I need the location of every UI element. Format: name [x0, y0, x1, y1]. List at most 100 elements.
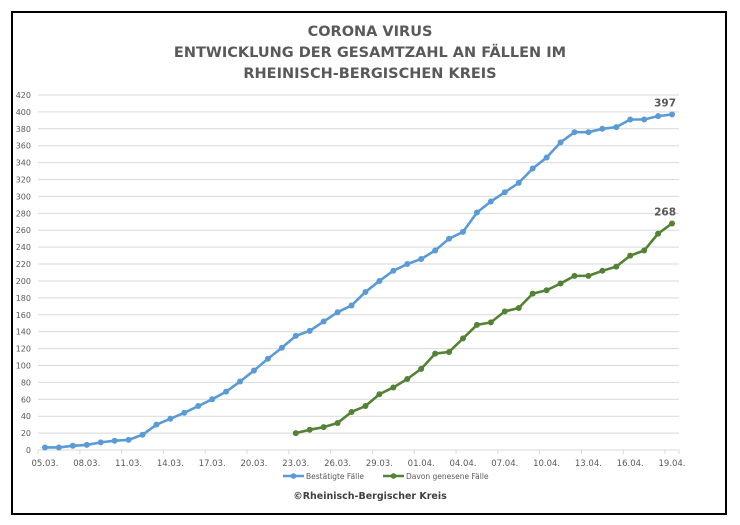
data-point[interactable] [669, 111, 676, 118]
data-point[interactable] [432, 247, 439, 254]
x-tick-label: 20.03. [240, 459, 267, 469]
y-tick-label: 120 [16, 345, 31, 354]
x-tick-label: 19.04. [659, 459, 686, 469]
data-point[interactable] [111, 437, 118, 444]
gridlines [38, 94, 679, 434]
data-point[interactable] [543, 287, 550, 294]
data-point[interactable] [306, 327, 313, 334]
data-point[interactable] [669, 220, 676, 227]
data-point[interactable] [473, 321, 480, 328]
legend-marker-recovered [390, 473, 397, 479]
data-point[interactable] [334, 419, 341, 426]
data-point[interactable] [557, 280, 564, 287]
data-point[interactable] [627, 116, 634, 123]
legend-marker-confirmed [290, 473, 297, 479]
series-group: 397 268 [41, 97, 676, 451]
data-point[interactable] [641, 116, 648, 123]
chart-title-line-1: CORONA VIRUS [308, 24, 433, 40]
data-point[interactable] [543, 154, 550, 161]
data-point[interactable] [571, 129, 578, 136]
data-point[interactable] [501, 308, 508, 315]
legend: Bestätigte Fälle Davon genesene Fälle [283, 472, 489, 481]
legend-item-recovered[interactable]: Davon genesene Fälle [383, 472, 489, 481]
data-point[interactable] [515, 305, 522, 311]
data-point[interactable] [223, 388, 230, 395]
chart-title-line-3: RHEINISCH-BERGISCHEN KREIS [243, 66, 496, 82]
data-point[interactable] [585, 129, 592, 136]
data-point[interactable] [195, 403, 202, 410]
x-tick-label: 23.03. [282, 459, 309, 469]
data-point[interactable] [292, 332, 299, 339]
data-point[interactable] [139, 431, 146, 438]
data-point[interactable] [501, 189, 508, 196]
data-point[interactable] [529, 290, 536, 297]
data-point[interactable] [627, 252, 634, 259]
data-point[interactable] [599, 125, 606, 132]
data-point[interactable] [264, 355, 271, 362]
data-point[interactable] [348, 408, 355, 415]
data-point[interactable] [446, 348, 453, 355]
data-point[interactable] [348, 302, 355, 309]
data-point[interactable] [446, 235, 453, 242]
data-point[interactable] [390, 384, 397, 391]
x-axis: 05.03. 08.03. 11.03. 14.03. 17.03. 20.03. 23.0… [31, 449, 686, 469]
data-point[interactable] [613, 124, 620, 131]
data-point[interactable] [69, 442, 76, 449]
data-point[interactable] [418, 255, 425, 262]
data-point[interactable] [585, 272, 592, 279]
data-point[interactable] [557, 139, 564, 146]
data-point[interactable] [655, 113, 662, 120]
data-point[interactable] [487, 319, 494, 326]
data-point[interactable] [83, 441, 90, 448]
x-tick-label: 07.04. [491, 459, 518, 469]
data-point[interactable] [41, 444, 48, 451]
data-point[interactable] [418, 365, 425, 372]
y-tick-label: 360 [16, 142, 31, 151]
data-point[interactable] [515, 179, 522, 186]
data-point[interactable] [97, 439, 104, 446]
y-tick-label: 400 [16, 108, 31, 117]
data-point[interactable] [404, 376, 411, 382]
data-point[interactable] [167, 415, 174, 422]
data-point[interactable] [376, 391, 383, 398]
data-point[interactable] [320, 318, 327, 325]
data-point[interactable] [571, 272, 578, 279]
data-point[interactable] [404, 261, 411, 268]
data-point[interactable] [334, 309, 341, 316]
data-point[interactable] [613, 263, 620, 270]
chart-title: CORONA VIRUS ENTWICKLUNG DER GESAMTZAHL … [174, 24, 566, 82]
data-point[interactable] [641, 247, 648, 254]
data-point[interactable] [473, 209, 480, 216]
data-point[interactable] [362, 288, 369, 295]
y-tick-label: 260 [16, 226, 31, 235]
data-point[interactable] [655, 230, 662, 237]
data-point[interactable] [278, 344, 285, 351]
data-point[interactable] [181, 409, 188, 416]
data-point[interactable] [250, 367, 257, 374]
data-point[interactable] [460, 228, 467, 235]
y-tick-label: 220 [16, 260, 31, 269]
data-point[interactable] [320, 424, 327, 431]
data-point[interactable] [55, 444, 62, 451]
x-tick-label: 26.03. [324, 459, 351, 469]
x-tick-label: 10.04. [533, 459, 560, 469]
data-point[interactable] [390, 267, 397, 274]
data-point[interactable] [376, 277, 383, 284]
y-tick-label: 80 [21, 378, 31, 387]
data-point[interactable] [209, 396, 216, 403]
data-point[interactable] [292, 430, 299, 437]
data-point[interactable] [432, 350, 439, 357]
x-tick-label: 14.03. [157, 459, 184, 469]
data-point[interactable] [306, 426, 313, 433]
y-tick-label: 160 [16, 311, 31, 320]
data-point[interactable] [237, 378, 244, 385]
legend-item-confirmed[interactable]: Bestätigte Fälle [283, 472, 364, 481]
data-point[interactable] [529, 165, 536, 172]
data-point[interactable] [362, 403, 369, 410]
data-point[interactable] [487, 198, 494, 205]
data-point[interactable] [125, 436, 132, 443]
series-recovered: 268 [292, 206, 676, 437]
data-point[interactable] [460, 335, 467, 342]
data-point[interactable] [599, 267, 606, 274]
data-point[interactable] [153, 421, 160, 428]
